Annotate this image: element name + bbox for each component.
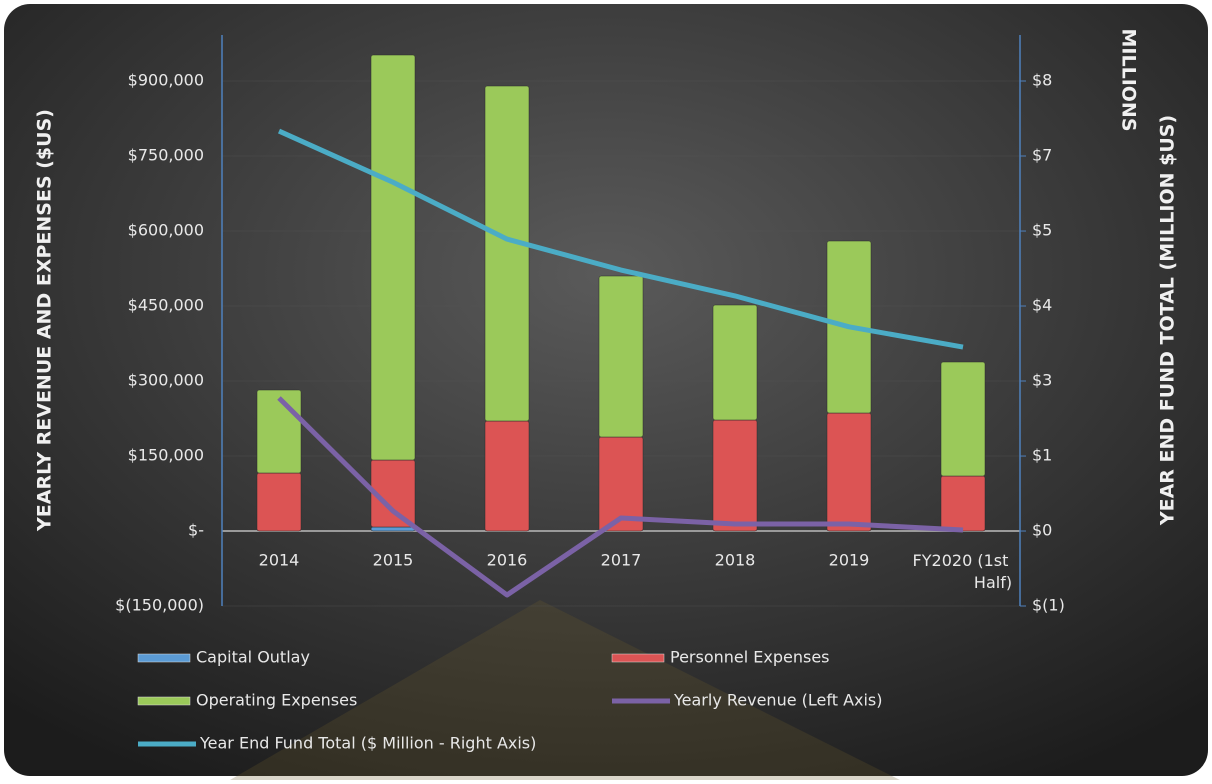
decor [230,600,900,780]
bar [826,412,872,532]
bar [940,361,986,477]
y-tick-label: $750,000 [128,146,204,165]
y2-tick-label: $5 [1032,221,1052,240]
x-tick-label: 2018 [715,551,756,570]
bar [940,475,986,532]
x-tick-label: 2019 [829,551,870,570]
line [277,128,964,350]
bar [370,54,416,461]
x-tick-label: 2015 [373,551,414,570]
y-tick-label: $150,000 [128,446,204,465]
y-tick-label: $450,000 [128,296,204,315]
legend-label: Operating Expenses [196,691,357,710]
bar [484,85,530,422]
line [277,396,964,598]
y2-tick-label: $1 [1032,446,1052,465]
y-tick-label: $300,000 [128,371,204,390]
legend-label: Yearly Revenue (Left Axis) [673,691,883,710]
y2-tick-label: $0 [1032,521,1052,540]
y2-axis-title: YEAR END FUND TOTAL (MILLION $US) [1157,115,1179,526]
bar [370,526,416,532]
y-axis-title: YEARLY REVENUE AND EXPENSES ($US) [34,109,56,532]
y2-tick-label: $4 [1032,296,1052,315]
y-tick-label: $600,000 [128,221,204,240]
bar [484,420,530,532]
legend-label: Capital Outlay [196,648,310,667]
bar [256,472,302,532]
x-tick-label: 2014 [259,551,300,570]
legend-label: Personnel Expenses [670,648,830,667]
bar [256,389,302,474]
y-tick-label: $(150,000) [115,596,204,615]
legend-label: Year End Fund Total ($ Million - Right A… [199,734,536,753]
legend-swatch [611,653,665,663]
y2-tick-label: $3 [1032,370,1052,389]
x-tick-label: 2017 [601,551,642,570]
bar [598,275,644,438]
x-tick-label: FY2020 (1st Half) [913,551,1014,592]
y2-tick-label: $(1) [1032,596,1065,615]
y2-tick-label: $7 [1032,145,1052,164]
y2-unit: MILLIONS [1118,29,1140,132]
y-tick-label: $900,000 [128,71,204,90]
bar [712,419,758,532]
legend-swatch [137,696,191,706]
y-tick-label: $- [188,521,204,540]
legend-swatch [137,653,191,663]
y2-tick-label: $8 [1032,71,1052,90]
bar [712,304,758,421]
x-tick-label: 2016 [487,551,528,570]
